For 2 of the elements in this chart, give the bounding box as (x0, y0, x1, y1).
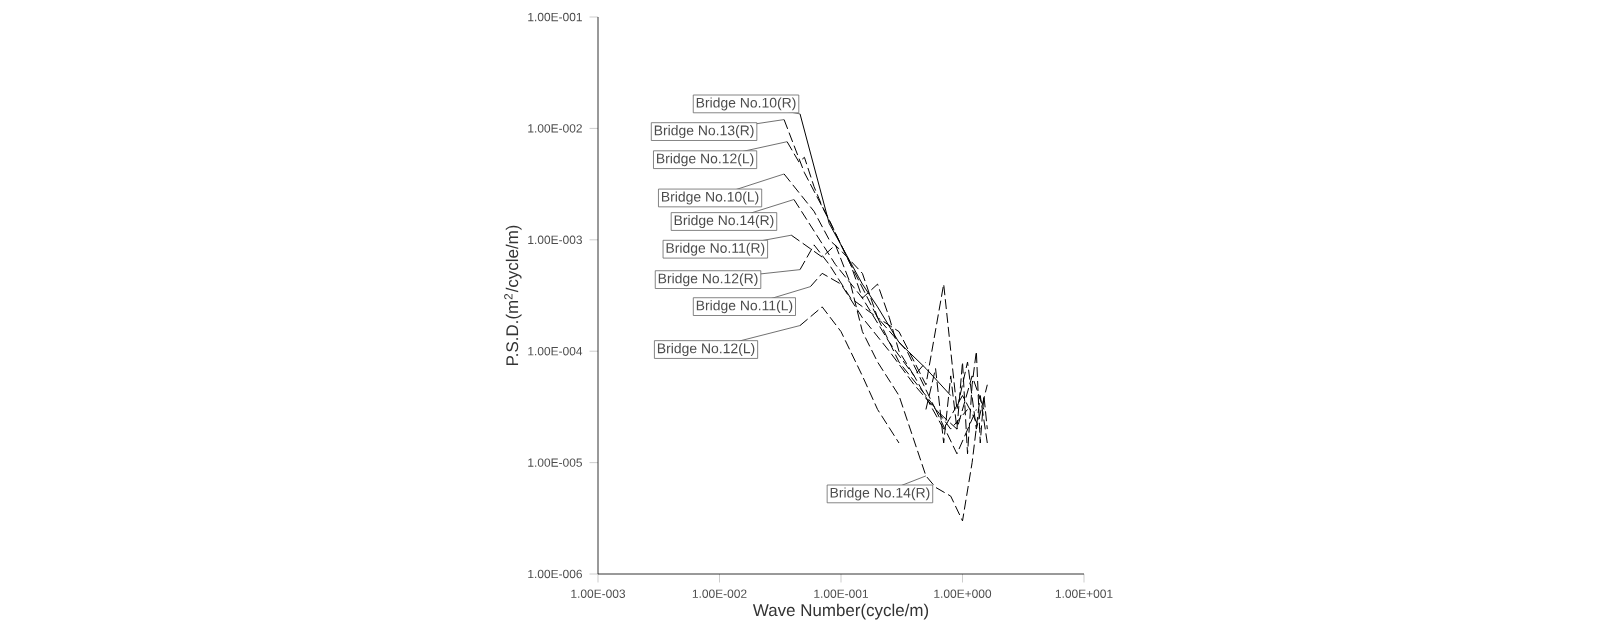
x-axis-title: Wave Number(cycle/m) (752, 603, 929, 620)
y-axis-title: P.S.D.(m$^{2}$/cycle/m) (504, 225, 522, 366)
